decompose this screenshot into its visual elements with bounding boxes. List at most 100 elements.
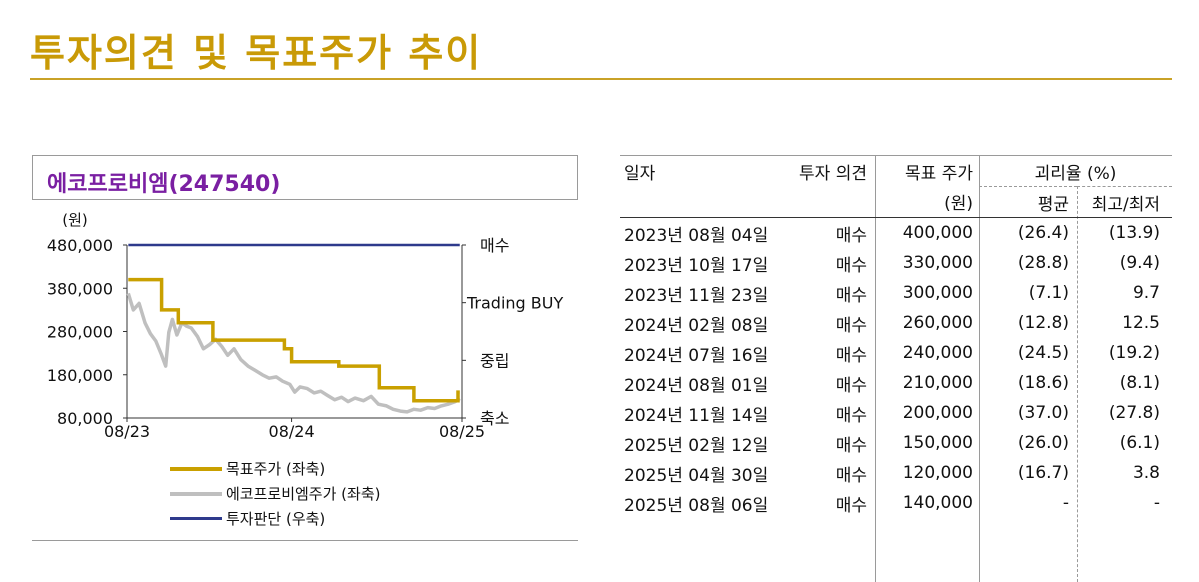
chart-title-box: 에코프로비엠(247540) [32,155,578,200]
chart-bottom-divider [32,540,578,541]
cell-date: 2024년 08월 01일 [624,375,769,396]
cell-avg: (12.8) [1017,313,1069,333]
x-tick-label: 08/23 [104,422,150,441]
opinion-table: 일자 투자 의견 목표 주가 괴리율 (%) (원) 평균 최고/최저 2023… [620,155,1172,518]
cell-target: 240,000 [902,343,973,363]
legend-swatch-opinion [170,517,222,520]
cell-hilo: 9.7 [1132,283,1160,303]
header-gap: 괴리율 (%) [979,155,1172,187]
table-row: 2023년 11월 23일 매수 300,000 (7.1) 9.7 [620,278,1172,308]
cell-hilo: 12.5 [1122,313,1160,333]
right-tick-label: Trading BUY [466,294,563,313]
cell-date: 2025년 02월 12일 [624,435,769,456]
legend-label-opinion: 투자판단 (우축) [226,510,326,528]
legend-label-target: 목표주가 (좌축) [226,460,326,478]
cell-opinion: 매수 [835,345,867,366]
table-header-row-1: 일자 투자 의견 목표 주가 괴리율 (%) [620,155,1172,187]
cell-avg: (26.4) [1017,223,1069,243]
cell-avg: (16.7) [1017,463,1069,483]
table-row: 2024년 07월 16일 매수 240,000 (24.5) (19.2) [620,338,1172,368]
right-tick-label: 축소 [480,409,509,428]
y-tick-label: 280,000 [47,323,113,342]
cell-hilo: (27.8) [1108,403,1160,423]
table-divider-opinion [875,155,876,582]
table-row: 2024년 11월 14일 매수 200,000 (37.0) (27.8) [620,398,1172,428]
legend-swatch-price [170,491,222,496]
series-line-price [126,292,461,414]
table-row: 2024년 02월 08일 매수 260,000 (12.8) 12.5 [620,308,1172,338]
legend-swatch-target [170,466,222,471]
series-line-target [128,277,460,403]
cell-date: 2025년 08월 06일 [624,495,769,516]
cell-date: 2024년 02월 08일 [624,315,769,336]
legend-item-opinion: 투자판단 (우축) [170,506,380,531]
cell-hilo: (19.2) [1108,343,1160,363]
cell-target: 140,000 [902,493,973,513]
page-title: 투자의견 및 목표주가 추이 [30,31,483,75]
header-avg: 평균 [1037,194,1069,215]
table-row: 2023년 08월 04일 매수 400,000 (26.4) (13.9) [620,218,1172,249]
cell-opinion: 매수 [835,495,867,516]
cell-target: 260,000 [902,313,973,333]
cell-target: 200,000 [902,403,973,423]
cell-target: 400,000 [902,223,973,243]
title-divider [30,78,1172,80]
header-target: 목표 주가 [905,163,973,184]
cell-avg: - [1062,493,1069,513]
cell-hilo: (6.1) [1119,433,1160,453]
y-axis-unit-label: (원) [62,211,88,229]
cell-opinion: 매수 [835,285,867,306]
cell-avg: (37.0) [1017,403,1069,423]
header-date: 일자 [624,163,656,184]
cell-avg: (26.0) [1017,433,1069,453]
cell-avg: (18.6) [1017,373,1069,393]
cell-date: 2023년 11월 23일 [624,285,769,306]
table-row: 2024년 08월 01일 매수 210,000 (18.6) (8.1) [620,368,1172,398]
y-tick-label: 80,000 [57,409,113,428]
header-hilo: 최고/최저 [1091,194,1160,215]
y-tick-label: 380,000 [47,279,113,298]
table-row: 2025년 08월 06일 매수 140,000 - - [620,488,1172,518]
cell-hilo: (13.9) [1108,223,1160,243]
y-tick-label: 480,000 [47,236,113,255]
header-opinion: 투자 의견 [799,163,867,184]
cell-hilo: (8.1) [1119,373,1160,393]
cell-avg: (24.5) [1017,343,1069,363]
cell-date: 2024년 11월 14일 [624,405,769,426]
cell-opinion: 매수 [835,225,867,246]
table-row: 2025년 02월 12일 매수 150,000 (26.0) (6.1) [620,428,1172,458]
cell-target: 330,000 [902,253,973,273]
right-tick-label: 매수 [480,236,509,255]
table-header-row-2: (원) 평균 최고/최저 [620,187,1172,218]
cell-opinion: 매수 [835,255,867,276]
table-divider-target [979,155,980,582]
cell-opinion: 매수 [835,435,867,456]
cell-hilo: 3.8 [1132,463,1160,483]
legend-item-price: 에코프로비엠주가 (좌축) [170,481,380,506]
cell-target: 210,000 [902,373,973,393]
right-tick-label: 중립 [480,351,509,370]
table-row: 2023년 10월 17일 매수 330,000 (28.8) (9.4) [620,248,1172,278]
legend-label-price: 에코프로비엠주가 (좌축) [226,485,381,503]
x-tick-label: 08/25 [439,422,485,441]
price-target-chart: 480,000 380,000 280,000 180,000 80,000 (원) 08/… [47,211,564,441]
header-target-unit: (원) [944,194,973,215]
cell-date: 2024년 07월 16일 [624,345,769,366]
cell-avg: (28.8) [1017,253,1069,273]
cell-hilo: - [1153,493,1160,513]
cell-opinion: 매수 [835,315,867,336]
cell-target: 120,000 [902,463,973,483]
cell-date: 2023년 10월 17일 [624,255,769,276]
y-tick-label: 180,000 [47,366,113,385]
cell-date: 2025년 04월 30일 [624,465,769,486]
cell-date: 2023년 08월 04일 [624,225,769,246]
legend-item-target: 목표주가 (좌축) [170,456,380,481]
cell-target: 300,000 [902,283,973,303]
cell-avg: (7.1) [1028,283,1069,303]
table-body: 2023년 08월 04일 매수 400,000 (26.4) (13.9) 2023년 … [620,218,1172,519]
table-row: 2025년 04월 30일 매수 120,000 (16.7) 3.8 [620,458,1172,488]
cell-opinion: 매수 [835,405,867,426]
chart-title: 에코프로비엠(247540) [47,172,281,197]
chart-legend: 목표주가 (좌축) 에코프로비엠주가 (좌축) 투자판단 (우축) [170,456,380,531]
cell-hilo: (9.4) [1119,253,1160,273]
